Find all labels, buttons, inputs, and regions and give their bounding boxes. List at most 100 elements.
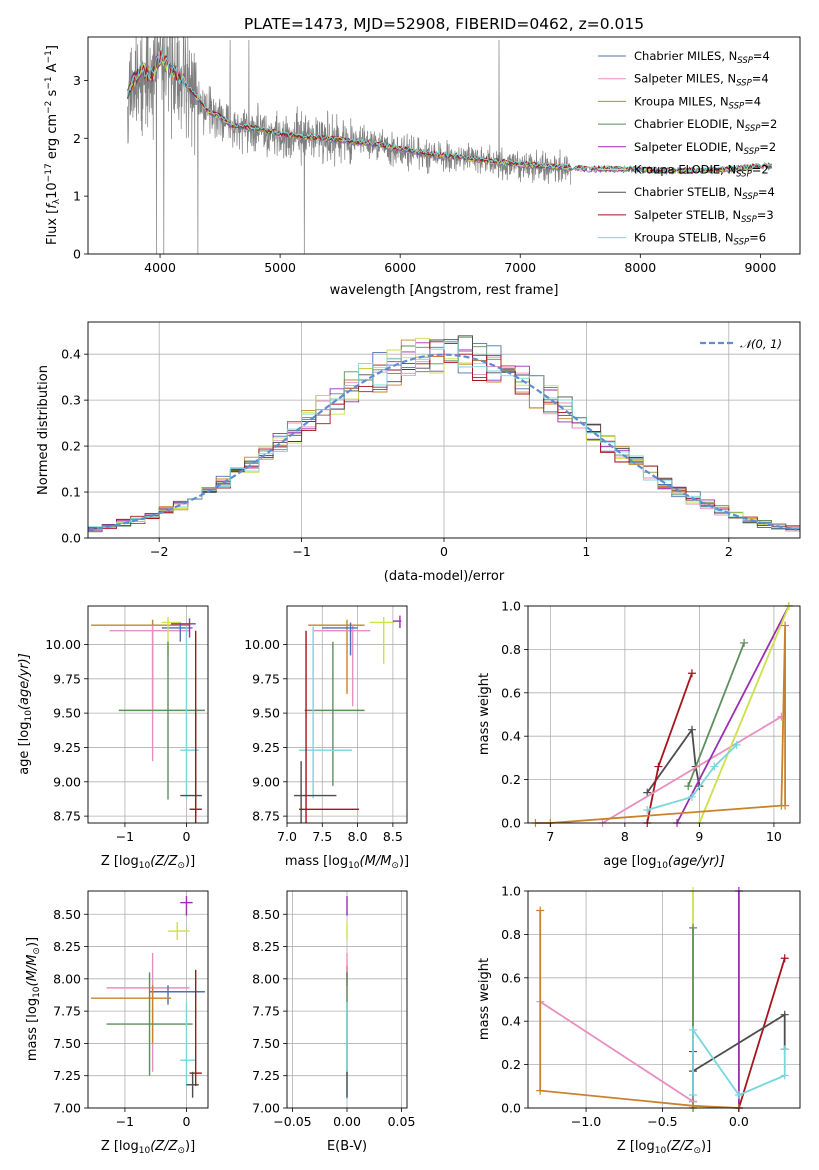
errorbar-point (308, 619, 365, 694)
y-tick-label: 7.00 (53, 1101, 81, 1116)
x-tick-label: −1 (292, 544, 310, 559)
gaussian-curve (88, 353, 798, 531)
errorbar-point (168, 922, 190, 941)
weight-marker (684, 782, 693, 791)
x-tick-label: 0 (182, 829, 190, 844)
y-tick-label: 8.00 (252, 971, 280, 986)
weight-series (643, 669, 696, 827)
weight-line (676, 605, 790, 824)
errorbar-point (189, 969, 202, 1087)
errorbar-point (186, 1071, 199, 1098)
x-tick-label: 0.00 (333, 1114, 361, 1129)
x-tick-label: 0.05 (388, 1114, 416, 1129)
errorbar-point (180, 896, 193, 916)
weight-line (738, 958, 786, 1109)
errorbar-point (322, 622, 358, 656)
errorbar-point (106, 972, 193, 1076)
y-tick-label: 9.50 (252, 706, 280, 721)
spectrum-ylabel: Flux [fλ10−17 erg cm−2 s−1 A−1] (44, 45, 62, 245)
weight-series (695, 602, 793, 827)
y-tick-label: 0.2 (501, 1057, 521, 1072)
y-tick-label: 1 (73, 189, 81, 204)
y-tick-label: 0 (73, 247, 81, 262)
errorbar-point (91, 619, 190, 708)
y-tick-label: 0.6 (501, 970, 521, 985)
weight-vs-age-frame (527, 605, 801, 824)
errorbar-point (91, 985, 172, 1044)
y-tick-label: 0.0 (61, 531, 81, 546)
y-tick-label: 7.75 (252, 1004, 280, 1019)
y-tick-label: 9.50 (53, 706, 81, 721)
weight-marker (536, 1086, 545, 1095)
x-tick-label: −1 (116, 829, 134, 844)
weight-marker (780, 1010, 789, 1019)
weight-marker (687, 792, 696, 801)
x-tick-label: 7 (546, 829, 554, 844)
spectrum-xlabel: wavelength [Angstrom, rest frame] (330, 283, 559, 298)
y-tick-label: 10.00 (45, 637, 81, 652)
x-tick-label: 7.0 (277, 829, 297, 844)
spectrum-frame (87, 36, 801, 255)
weight-series (734, 887, 743, 1112)
weight-series (673, 602, 793, 827)
spectrum-panel: 4000 5000 6000 7000 8000 9000 0 1 2 3 wavelength … (44, 36, 801, 298)
weight-marker (689, 1025, 698, 1034)
y-tick-label: 8.00 (53, 971, 81, 986)
mass-ylabel: mass [log10(M/M⊙)] (25, 937, 42, 1061)
legend-entry: Salpeter STELIB, NSSP=3 (634, 208, 774, 225)
x-tick-label: −0.5 (647, 1114, 677, 1129)
x-tick-label: 1 (582, 544, 590, 559)
weight-marker (781, 801, 790, 810)
legend-entry: Chabrier MILES, NSSP=4 (634, 49, 770, 66)
errorbar-point (299, 626, 352, 799)
age-vs-mass-panel: 7.0 7.5 8.0 8.5 8.75 9.00 9.25 9.50 9.75 10.00 ma… (244, 605, 409, 871)
y-tick-label: 9.00 (53, 774, 81, 789)
age-vs-mass-xlabel: mass [log10(M/M⊙)] (285, 854, 409, 871)
y-tick-label: 7.25 (252, 1068, 280, 1083)
errorbar-point (392, 615, 402, 628)
y-tick-label: 8.25 (252, 939, 280, 954)
y-tick-label: 0.2 (501, 772, 521, 787)
weight-marker (734, 1090, 743, 1099)
x-tick-label: 7.5 (312, 829, 332, 844)
observed-spectrum (127, 37, 571, 254)
x-tick-label: 10 (766, 829, 782, 844)
weight-line (646, 727, 701, 794)
weight-marker (780, 1071, 789, 1080)
y-tick-label: 0.2 (61, 439, 81, 454)
legend-entry: Salpeter MILES, NSSP=4 (634, 72, 769, 89)
y-tick-label: 8.25 (53, 939, 81, 954)
figure-title: PLATE=1473, MJD=52908, FIBERID=0462, z=0… (244, 15, 644, 33)
y-tick-label: 9.75 (252, 671, 280, 686)
errorbar-point (161, 616, 181, 657)
errorbar-point (304, 641, 365, 786)
y-tick-label: 7.50 (252, 1036, 280, 1051)
errorbar-point (299, 630, 359, 823)
weight-line (535, 625, 786, 824)
y-tick-label: 2 (73, 131, 81, 146)
y-tick-label: 0.0 (501, 1101, 521, 1116)
weight-series (643, 740, 741, 814)
weight-marker (732, 740, 741, 749)
mass-vs-metallicity-frame (87, 890, 209, 1109)
legend-entry: Kroupa MILES, NSSP=4 (634, 94, 761, 111)
x-tick-label: 9 (695, 829, 703, 844)
age-vs-metallicity-frame (87, 605, 209, 824)
age-vs-metallicity-panel: −1 0 8.75 9.00 9.25 9.50 9.75 10.00 Z [log10(Z/… (17, 605, 209, 871)
model-spectrum (127, 54, 772, 174)
x-tick-label: 8 (621, 829, 629, 844)
gaussian-legend: 𝒩(0, 1) (700, 337, 782, 351)
weight-marker (687, 669, 696, 678)
x-tick-label: 8000 (624, 260, 656, 275)
y-tick-label: 7.00 (252, 1101, 280, 1116)
errorbar-point (161, 622, 193, 642)
y-tick-label: 0.0 (501, 816, 521, 831)
weight-marker (780, 1045, 789, 1054)
weight-vs-metallicity-ylabel: mass weight (477, 958, 492, 1040)
weight-marker (689, 1101, 698, 1110)
mass-vs-ebv-panel: −0.05 0.00 0.05 7.00 7.25 7.50 7.75 8.00 8.25 8.5… (252, 890, 416, 1154)
legend: Chabrier MILES, NSSP=4 Salpeter MILES, NS… (598, 49, 777, 248)
weight-marker (536, 906, 545, 915)
y-tick-label: 10.00 (244, 637, 280, 652)
y-tick-label: 1.0 (501, 599, 521, 614)
